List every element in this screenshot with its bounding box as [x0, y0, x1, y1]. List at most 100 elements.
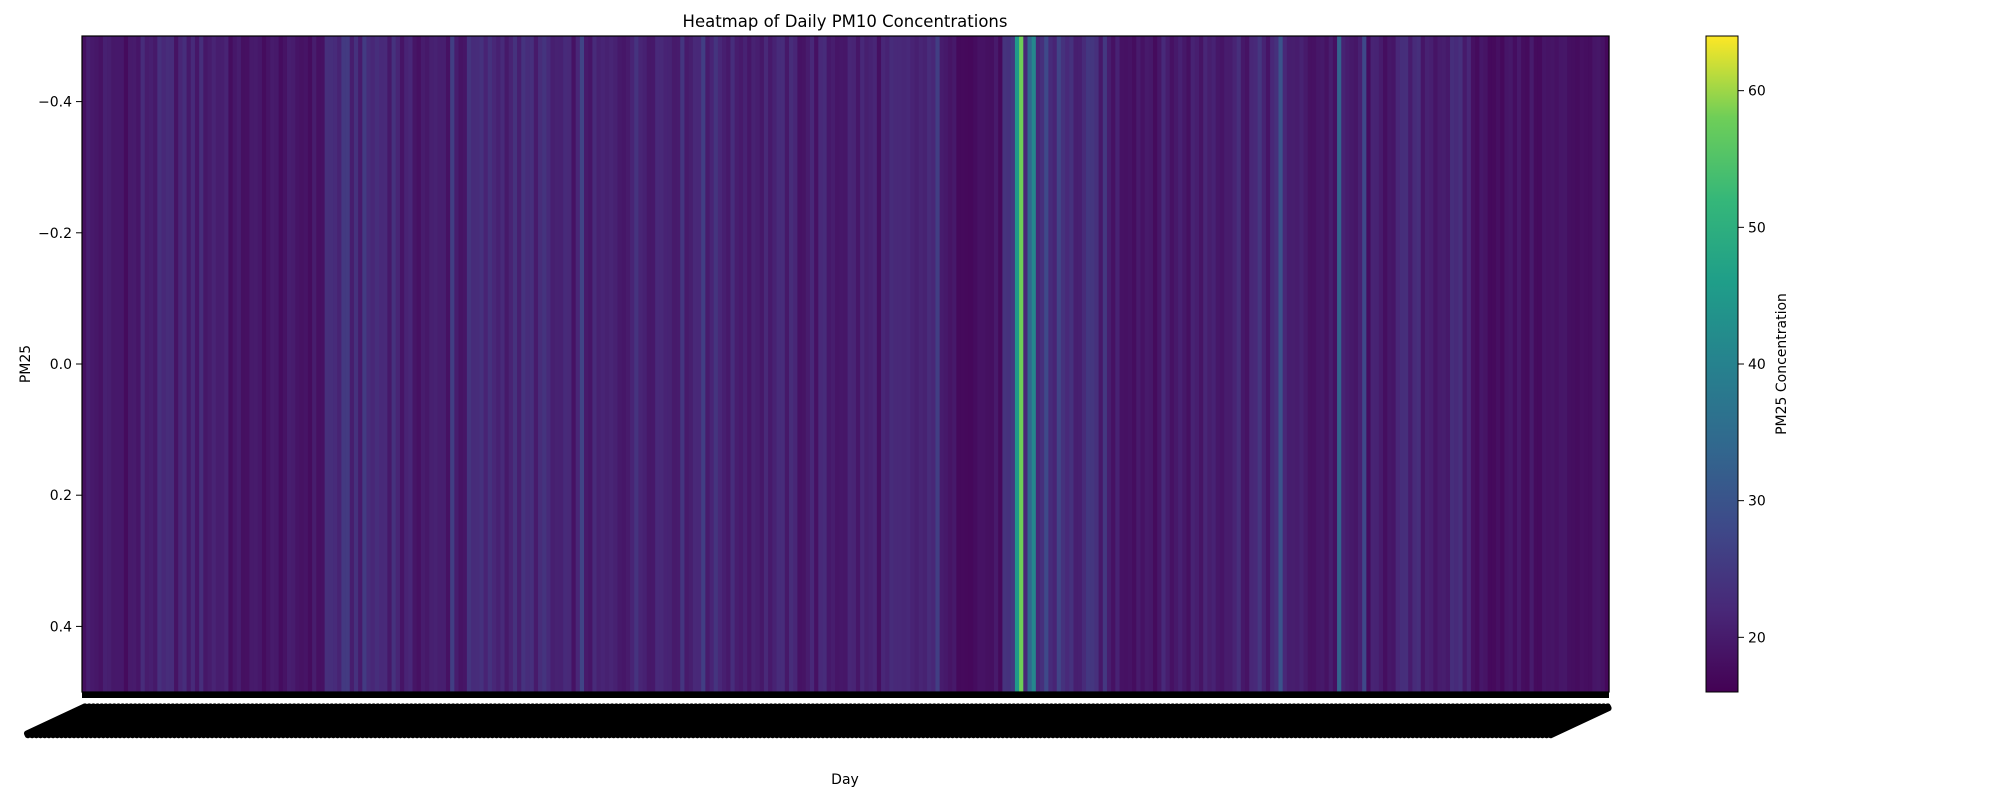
heatmap-cell: [1562, 36, 1568, 692]
heatmap-cell: [726, 36, 732, 692]
heatmap-cell: [642, 36, 648, 692]
heatmap-cell: [692, 36, 698, 692]
heatmap-cell: [1152, 36, 1158, 692]
heatmap-cell: [684, 36, 690, 692]
heatmap-cell: [374, 36, 380, 692]
y-tick-label: −0.2: [38, 226, 72, 242]
heatmap-cell: [475, 36, 481, 692]
heatmap-cell: [625, 36, 631, 692]
heatmap-cell: [1470, 36, 1476, 692]
heatmap-cell: [814, 36, 819, 692]
heatmap-cell: [358, 36, 363, 692]
heatmap-cell: [278, 36, 284, 692]
heatmap-cell: [1332, 36, 1338, 692]
heatmap-cell: [1010, 36, 1016, 692]
heatmap-cell: [1575, 36, 1581, 692]
heatmap-cell: [906, 36, 911, 692]
heatmap-cell: [584, 36, 589, 692]
heatmap-cell: [1182, 36, 1188, 692]
heatmap-cell: [638, 36, 644, 692]
heatmap-cell: [1090, 36, 1096, 692]
heatmap-cell: [713, 36, 719, 692]
heatmap-cell: [943, 36, 949, 692]
heatmap-cell: [1132, 36, 1137, 692]
heatmap-cell: [1579, 36, 1585, 692]
heatmap-cell: [1504, 36, 1510, 692]
heatmap-cell: [1399, 36, 1405, 692]
heatmap-cell: [1019, 36, 1024, 692]
heatmap-cell: [94, 36, 100, 692]
heatmap-cell: [939, 36, 945, 692]
y-tick-label: 0.2: [50, 488, 72, 504]
heatmap-cell: [123, 36, 129, 692]
heatmap-cell: [835, 36, 840, 692]
heatmap-cell: [182, 36, 188, 692]
colorbar: [1705, 35, 1739, 693]
heatmap-cell: [1052, 36, 1058, 692]
heatmap-cell: [1588, 36, 1593, 692]
heatmap-cell: [1295, 36, 1301, 692]
heatmap-cell: [630, 36, 635, 692]
heatmap-cell: [1027, 36, 1033, 692]
heatmap-cell: [450, 36, 455, 692]
heatmap-cell: [232, 36, 238, 692]
heatmap-cell: [102, 36, 108, 692]
y-axis-label: PM25: [18, 345, 34, 383]
heatmap-cell: [705, 36, 711, 692]
heatmap-cell: [1148, 36, 1154, 692]
heatmap-cells: [82, 36, 1610, 692]
heatmap-cell: [1048, 36, 1054, 692]
heatmap-cell: [655, 36, 660, 692]
heatmap-cell: [240, 36, 246, 692]
heatmap-cell: [985, 36, 991, 692]
heatmap-cell: [1571, 36, 1577, 692]
heatmap-cell: [82, 36, 87, 692]
heatmap-cell: [349, 36, 355, 692]
x-axis-ticks: [23, 692, 1612, 739]
heatmap-cell: [1483, 36, 1489, 692]
heatmap-cell: [1366, 36, 1372, 692]
heatmap-cell: [935, 36, 941, 692]
heatmap-cell: [1328, 36, 1334, 692]
heatmap-cell: [805, 36, 811, 692]
heatmap-cell: [1567, 36, 1572, 692]
heatmap-cell: [521, 36, 527, 692]
heatmap-cell: [1416, 36, 1422, 692]
heatmap-cell: [1228, 36, 1234, 692]
heatmap-cell: [508, 36, 514, 692]
heatmap-cell: [207, 36, 213, 692]
heatmap-cell: [408, 36, 414, 692]
heatmap-cell: [1387, 36, 1393, 692]
heatmap-cell: [688, 36, 694, 692]
heatmap-cell: [734, 36, 740, 692]
heatmap-cell: [550, 36, 556, 692]
heatmap-cell: [144, 36, 150, 692]
heatmap-cell: [441, 36, 447, 692]
heatmap-cell: [1098, 36, 1104, 692]
heatmap-cell: [571, 36, 577, 692]
heatmap-cell: [1353, 36, 1359, 692]
heatmap-cell: [299, 36, 305, 692]
heatmap-cell: [90, 36, 96, 692]
heatmap-cell: [738, 36, 744, 692]
heatmap-cell: [592, 36, 598, 692]
heatmap-cell: [1286, 36, 1292, 692]
heatmap-cell: [303, 36, 309, 692]
heatmap-cell: [341, 36, 347, 692]
heatmap-cell: [579, 36, 585, 692]
heatmap-cell: [119, 36, 125, 692]
heatmap-cell: [538, 36, 543, 692]
heatmap-cell: [918, 36, 924, 692]
heatmap-cell: [755, 36, 761, 692]
heatmap-cell: [274, 36, 280, 692]
heatmap-cell: [249, 36, 255, 692]
heatmap-cell: [1023, 36, 1029, 692]
heatmap-cell: [1424, 36, 1430, 692]
heatmap-cell: [1441, 36, 1447, 692]
heatmap-cell: [433, 36, 439, 692]
heatmap-cell: [1060, 36, 1066, 692]
heatmap-cell: [763, 36, 769, 692]
heatmap-cell: [366, 36, 372, 692]
heatmap-cell: [621, 36, 627, 692]
heatmap-cell: [1320, 36, 1326, 692]
